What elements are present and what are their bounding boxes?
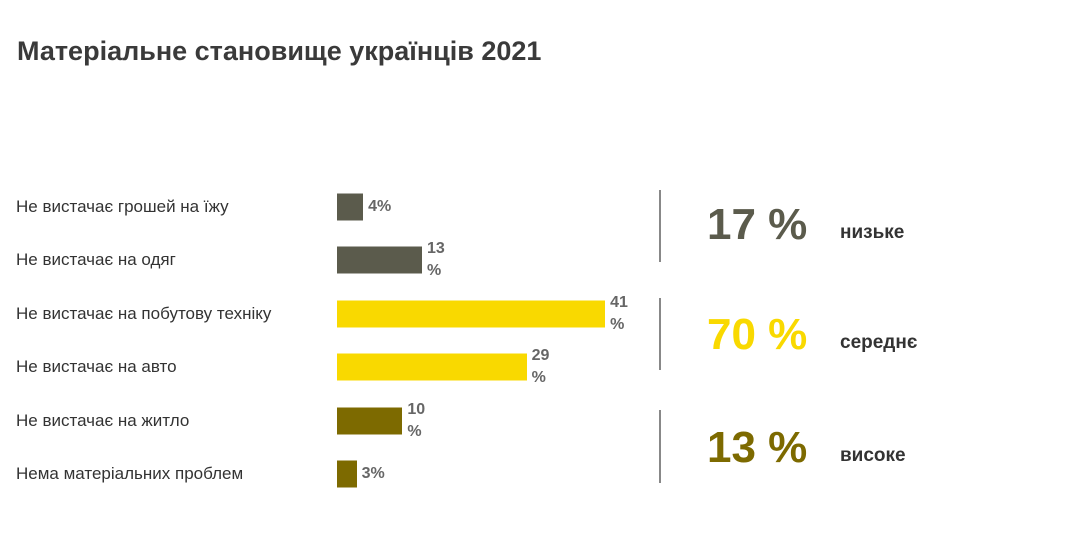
category-label: Не вистачає на авто	[16, 357, 177, 377]
category-label: Не вистачає на одяг	[16, 250, 176, 270]
bar	[337, 300, 606, 328]
value-label: 3%	[361, 465, 385, 482]
summary-value: 70 %	[707, 310, 808, 359]
bar	[337, 460, 357, 488]
category-label: Не вистачає на побутову техніку	[16, 303, 272, 323]
value-label: 41 %	[610, 293, 628, 333]
bar	[337, 246, 423, 274]
chart-title: Матеріальне становище українців 2021	[17, 36, 542, 66]
value-label: 13 %	[427, 240, 445, 280]
summary-name: середнє	[840, 332, 918, 353]
bar	[337, 353, 527, 381]
bar	[337, 407, 403, 435]
separator	[659, 410, 661, 483]
summary-value: 17 %	[707, 200, 808, 249]
category-label: Не вистачає на житло	[16, 410, 190, 430]
category-label: Не вистачає грошей на їжу	[16, 197, 229, 216]
category-label: Нема матеріальних проблем	[16, 464, 244, 483]
value-label: 29 %	[531, 347, 550, 387]
separator	[659, 298, 661, 370]
bar	[337, 193, 364, 221]
value-label: 4%	[368, 198, 392, 215]
separator	[659, 190, 661, 262]
value-label: 10 %	[407, 400, 426, 440]
summary-name: низьке	[840, 222, 905, 243]
summary-value: 13 %	[707, 423, 808, 472]
summary-name: високе	[840, 445, 906, 466]
